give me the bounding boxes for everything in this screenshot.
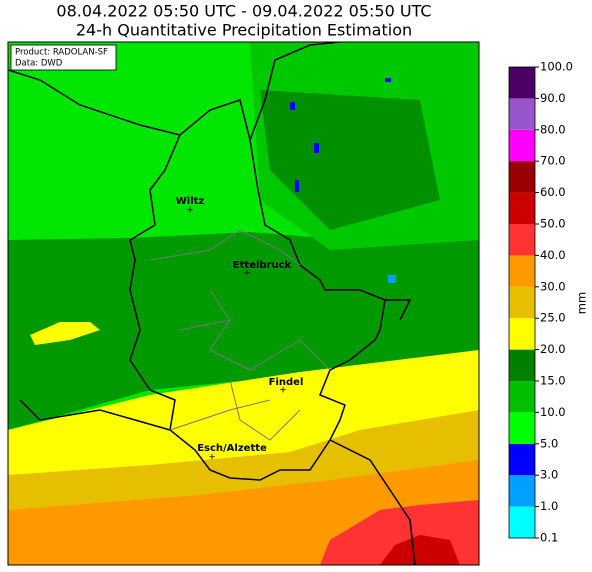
colorbar-tick-label: 25.0 bbox=[540, 311, 566, 325]
product-label: Product: RADOLAN-SF bbox=[15, 48, 108, 58]
city-label: Ettelbruck bbox=[233, 260, 292, 271]
colorbar-tick-label: 5.0 bbox=[540, 436, 558, 450]
colorbar-label: mm bbox=[575, 292, 589, 314]
colorbar-segment bbox=[509, 67, 535, 99]
colorbar-tick-label: 15.0 bbox=[540, 374, 566, 388]
colorbar-tick-label: 3.0 bbox=[540, 468, 558, 482]
colorbar-segment bbox=[509, 129, 535, 162]
colorbar-segment bbox=[509, 255, 535, 287]
colorbar-segment bbox=[509, 412, 535, 444]
colorbar-segment bbox=[509, 98, 535, 130]
colorbar-segment bbox=[509, 506, 535, 538]
city-marker: + bbox=[279, 386, 287, 396]
colorbar-segment bbox=[509, 192, 535, 224]
colorbar: 0.1 1.0 3.0 5.0 10.0 15.0 20.0 25.0 30.0 40.0 50.0… bbox=[508, 60, 573, 545]
data-label: Data: DWD bbox=[15, 59, 63, 69]
colorbar-tick-label: 80.0 bbox=[540, 122, 566, 136]
title-line-2: 24-h Quantitative Precipitation Estimati… bbox=[76, 21, 412, 40]
colorbar-segment bbox=[509, 286, 535, 319]
city-label: Wiltz bbox=[176, 196, 205, 207]
colorbar-segment bbox=[509, 475, 535, 507]
colorbar-segment bbox=[509, 224, 535, 256]
colorbar-segment bbox=[509, 161, 535, 193]
colorbar-tick-label: 40.0 bbox=[540, 248, 566, 262]
colorbar-tick-label: 10.0 bbox=[540, 405, 566, 419]
colorbar-segment bbox=[509, 349, 535, 381]
colorbar-segment bbox=[509, 318, 535, 350]
colorbar-tick-label: 100.0 bbox=[540, 60, 573, 74]
colorbar-tick-label: 70.0 bbox=[540, 154, 566, 168]
title-line-1: 08.04.2022 05:50 UTC - 09.04.2022 05:50 … bbox=[56, 2, 431, 21]
map: Product: RADOLAN-SF Data: DWD Wiltz + Et… bbox=[7, 41, 480, 566]
colorbar-tick-label: 90.0 bbox=[540, 91, 566, 105]
colorbar-tick-label: 20.0 bbox=[540, 342, 566, 356]
colorbar-tick-label: 50.0 bbox=[540, 217, 566, 231]
city-label: Findel bbox=[269, 377, 304, 388]
colorbar-tick-label: 30.0 bbox=[540, 279, 566, 293]
colorbar-segment bbox=[509, 443, 535, 476]
city-marker: + bbox=[243, 269, 251, 279]
colorbar-tick-label: 1.0 bbox=[540, 499, 558, 513]
colorbar-tick-label: 60.0 bbox=[540, 185, 566, 199]
colorbar-frame bbox=[508, 66, 536, 539]
city-label: Esch/Alzette bbox=[197, 443, 267, 454]
city-marker: + bbox=[186, 206, 194, 216]
colorbar-tick-label: 0.1 bbox=[540, 531, 558, 545]
colorbar-segment bbox=[509, 381, 535, 413]
city-marker: + bbox=[208, 453, 216, 463]
